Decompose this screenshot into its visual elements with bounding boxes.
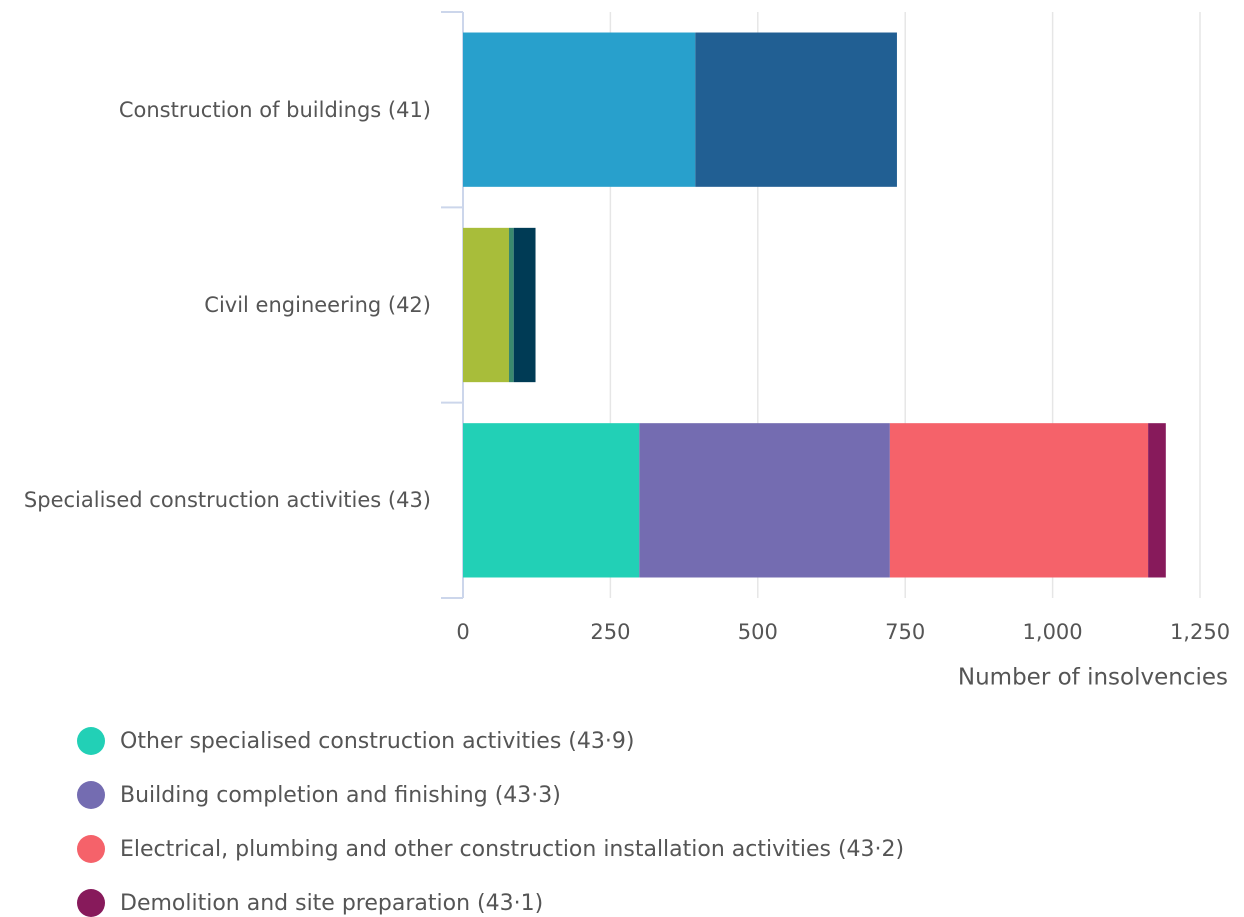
x-tick-label: 750 (885, 620, 925, 644)
bar-segment (463, 423, 640, 578)
x-tick-label: 1,000 (1023, 620, 1083, 644)
legend-label: Electrical, plumbing and other construct… (120, 837, 904, 862)
legend-marker (77, 835, 105, 863)
x-axis-label: Number of insolvencies (958, 665, 1228, 691)
bar-segment (639, 423, 890, 578)
x-tick-label: 250 (590, 620, 630, 644)
bar-segment (508, 227, 514, 383)
legend-label: Building completion and finishing (43·3) (120, 783, 561, 808)
bar-segment (1148, 423, 1166, 578)
legend-label: Demolition and site preparation (43·1) (120, 891, 543, 916)
y-tick-label: Civil engineering (42) (204, 293, 431, 317)
bar-segment (889, 423, 1149, 578)
x-tick-label: 500 (738, 620, 778, 644)
bar-segment (463, 227, 509, 383)
bar-segment (513, 227, 536, 383)
legend-label: Other specialised construction activitie… (120, 729, 634, 754)
legend-marker (77, 781, 105, 809)
legend-marker (77, 727, 105, 755)
x-tick-label: 1,250 (1170, 620, 1230, 644)
x-tick-label: 0 (456, 620, 469, 644)
y-tick-label: Specialised construction activities (43) (23, 488, 431, 513)
legend-marker (77, 889, 105, 917)
y-tick-label: Construction of buildings (41) (118, 97, 431, 122)
bar-segment (463, 32, 696, 187)
bar-segment (695, 32, 897, 187)
